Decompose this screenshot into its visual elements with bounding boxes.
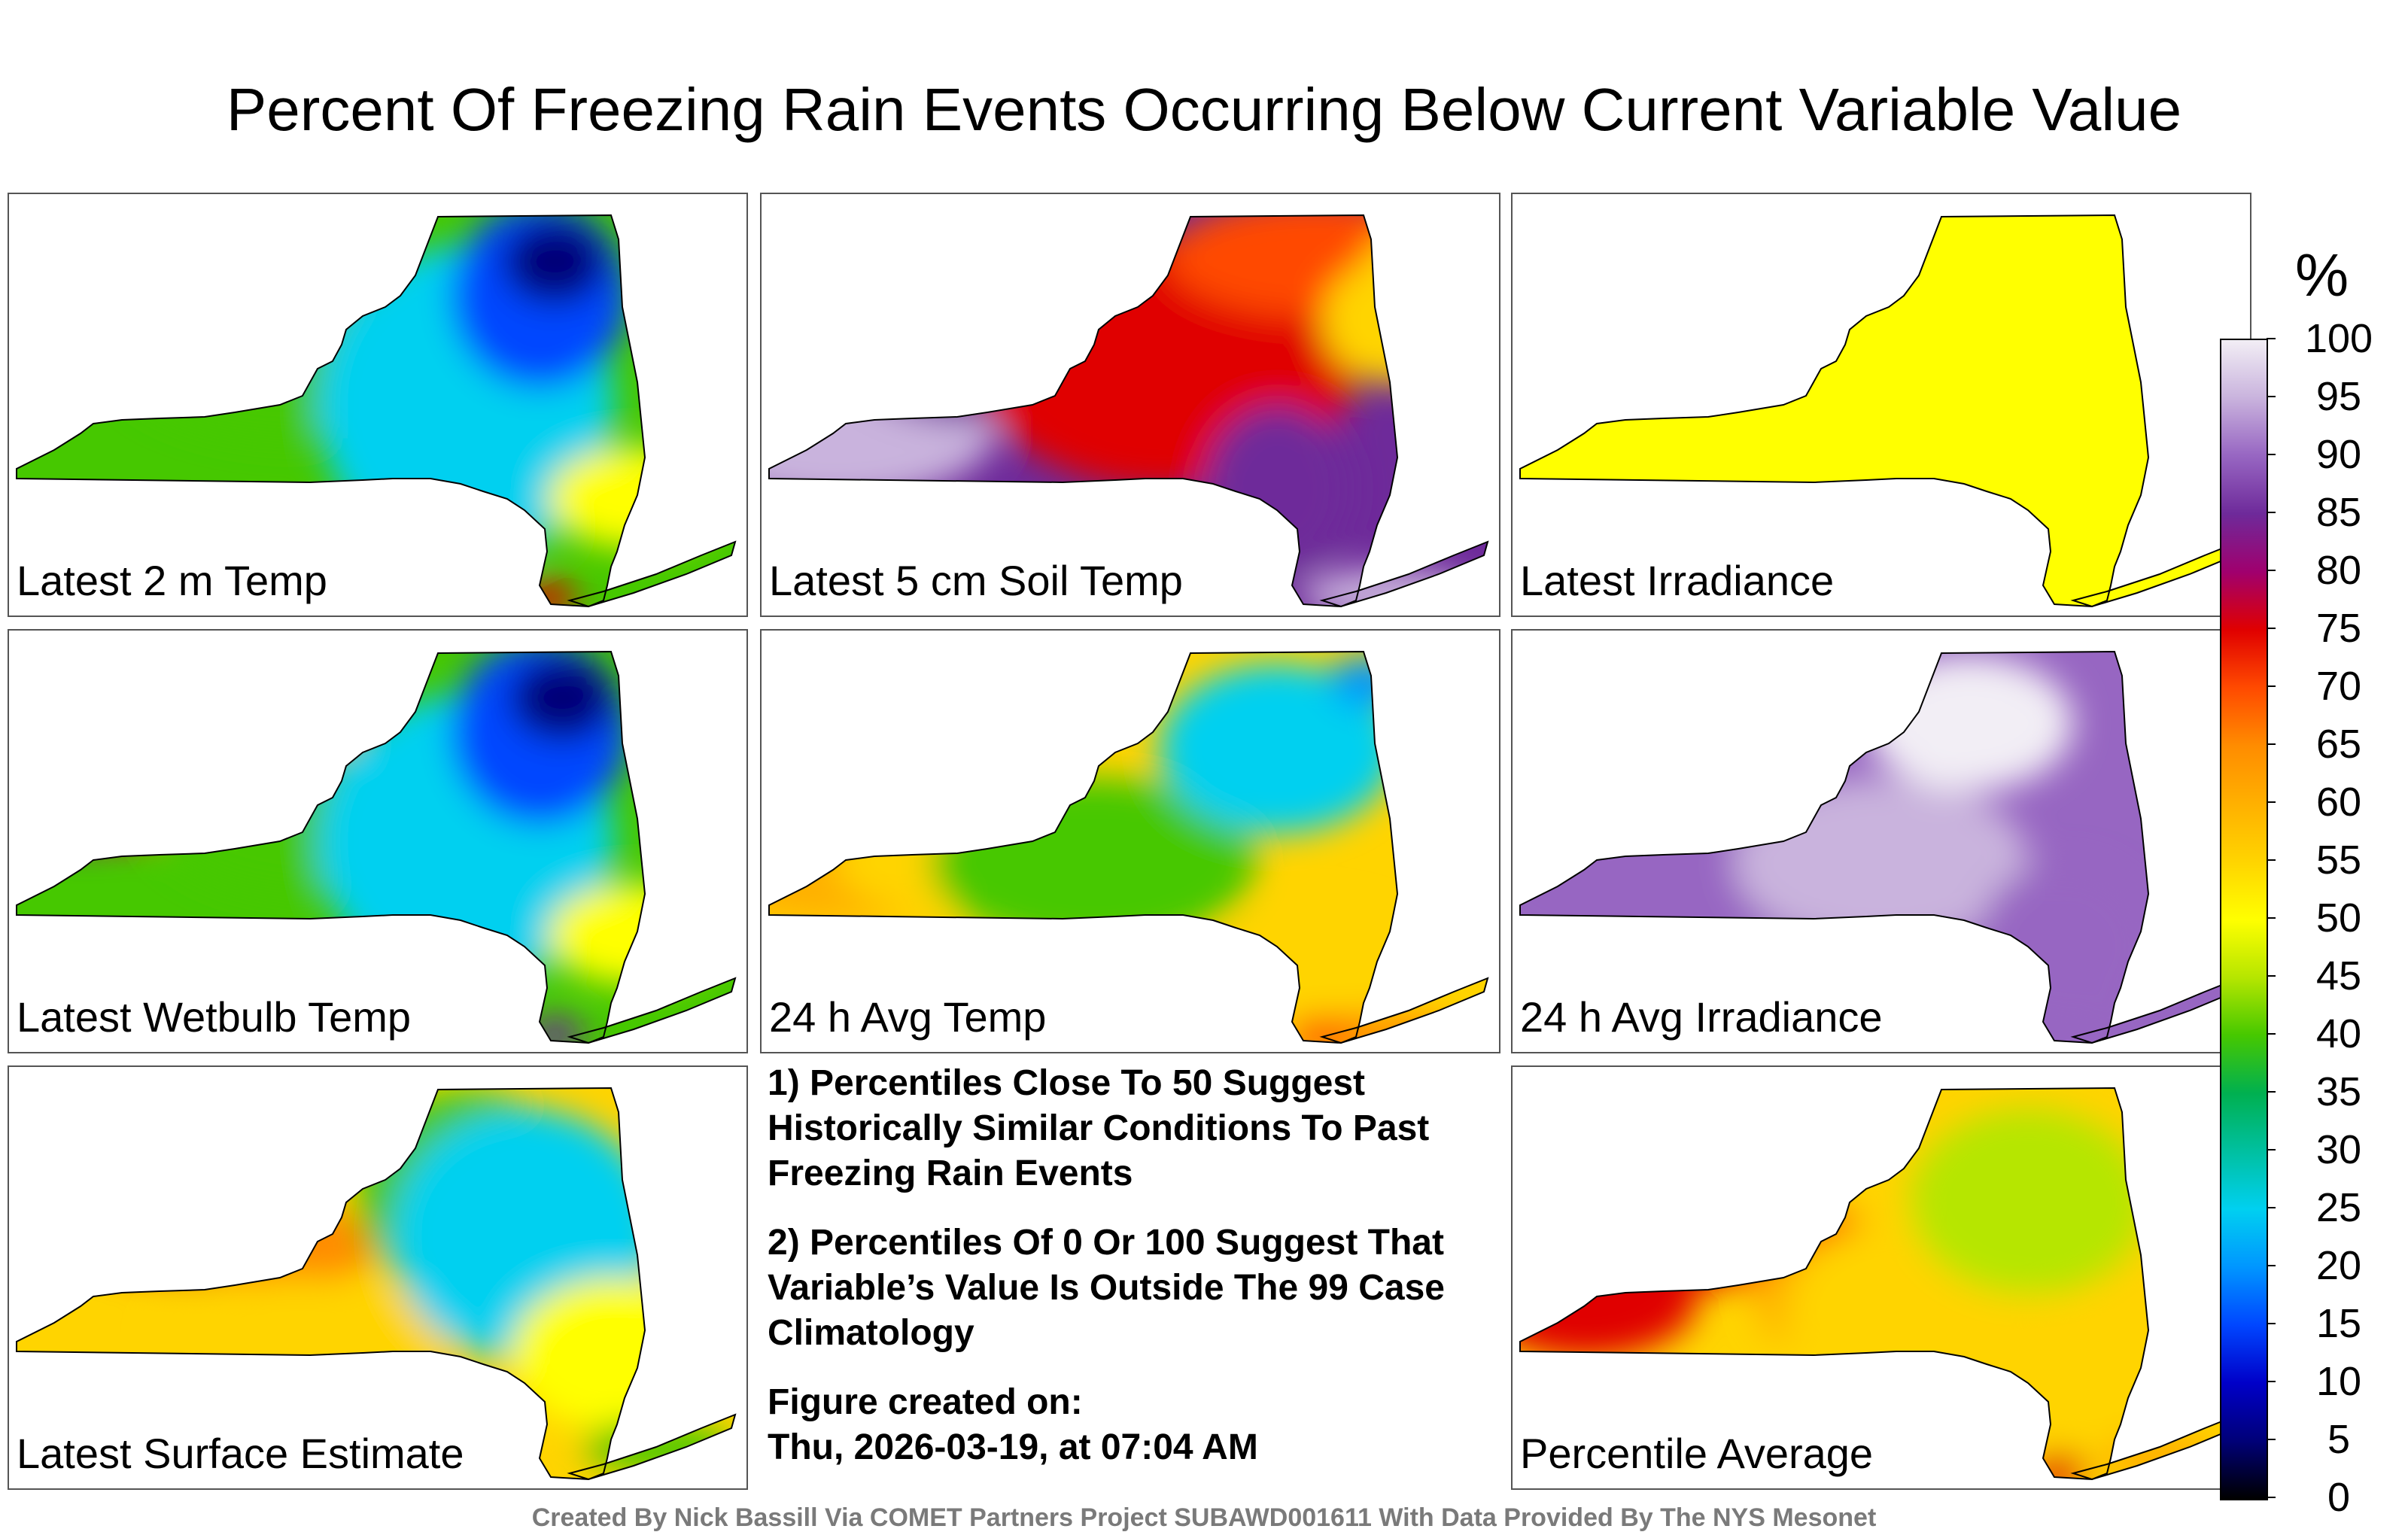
map-shading — [769, 652, 1488, 1043]
panel-label: Latest Surface Estimate — [17, 1430, 464, 1477]
panel-label: Percentile Average — [1520, 1430, 1874, 1477]
map-shading — [1520, 652, 2239, 1043]
state-outline — [1519, 214, 2150, 608]
map-percentile-average — [1519, 1087, 2240, 1481]
state-outline — [16, 650, 646, 1044]
colorbar-tick-label: 10 — [2316, 1359, 2361, 1404]
colorbar-tick-label: 30 — [2316, 1127, 2361, 1172]
colorbar-tick-label: 40 — [2316, 1011, 2361, 1056]
state-outline — [1519, 1087, 2150, 1481]
colorbar-tick-label: 60 — [2316, 780, 2361, 825]
colorbar-tick-label: 95 — [2316, 374, 2361, 419]
panel-label: Latest Wetbulb Temp — [17, 993, 412, 1041]
state-outline — [16, 214, 646, 608]
state-outline — [1319, 540, 1489, 608]
panel-latest-soil-temp: Latest 5 cm Soil Temp — [760, 193, 1500, 617]
note-2: 2) Percentiles Of 0 Or 100 Suggest That … — [768, 1223, 1445, 1353]
map-24h-avg-irradiance — [1519, 650, 2240, 1044]
colorbar-tick-label: 75 — [2316, 606, 2361, 651]
created-label: Figure created on: — [768, 1382, 1083, 1422]
state-outline — [1519, 650, 2150, 1044]
colorbar-tick-label: 0 — [2327, 1475, 2350, 1512]
panel-label: Latest 2 m Temp — [17, 557, 327, 604]
footer-credit: Created By Nick Bassill Via COMET Partne… — [531, 1503, 1877, 1532]
panel-label: Latest 5 cm Soil Temp — [769, 557, 1183, 604]
map-shading — [769, 215, 1488, 606]
panel-latest-wetbulb-temp: Latest Wetbulb Temp — [8, 629, 748, 1053]
panel-percentile-average: Percentile Average — [1511, 1065, 2251, 1490]
colorbar-tick-label: 70 — [2316, 664, 2361, 709]
state-outline — [567, 540, 737, 608]
panel-label: 24 h Avg Temp — [769, 993, 1047, 1041]
map-latest-surface-estimate — [16, 1087, 737, 1481]
state-outline — [768, 214, 1399, 608]
note-1: 1) Percentiles Close To 50 Suggest Histo… — [768, 1063, 1430, 1193]
panel-24h-avg-temp: 24 h Avg Temp — [760, 629, 1500, 1053]
colorbar-tick-label: 85 — [2316, 490, 2361, 535]
colorbar-tick-label: 5 — [2327, 1417, 2350, 1462]
panel-latest-irradiance: Latest Irradiance — [1511, 193, 2251, 617]
map-shading — [1520, 215, 2239, 606]
colorbar-tick-label: 80 — [2316, 548, 2361, 593]
map-shading — [17, 1088, 735, 1479]
notes-block: 1) Percentiles Close To 50 Suggest Histo… — [768, 1061, 1475, 1470]
colorbar — [2220, 339, 2268, 1500]
map-shading — [17, 652, 735, 1043]
map-shading — [1520, 1088, 2239, 1479]
colorbar-tick-label: 100 — [2305, 324, 2373, 361]
panel-24h-avg-irradiance: 24 h Avg Irradiance — [1511, 629, 2251, 1053]
figure-title: Percent Of Freezing Rain Events Occurrin… — [226, 76, 2182, 143]
colorbar-tick-label: 15 — [2316, 1301, 2361, 1346]
state-outline — [16, 1087, 646, 1481]
colorbar-tick-label: 20 — [2316, 1243, 2361, 1288]
state-outline — [567, 1413, 737, 1481]
colorbar-tick-label: 90 — [2316, 432, 2361, 477]
colorbar-tick-label: 35 — [2316, 1069, 2361, 1114]
colorbar-tick-label: 65 — [2316, 722, 2361, 767]
state-outline — [1319, 977, 1489, 1044]
created-date: Thu, 2026-03-19, at 07:04 AM — [768, 1427, 1258, 1467]
colorbar-tick-label: 25 — [2316, 1185, 2361, 1230]
panel-label: 24 h Avg Irradiance — [1520, 993, 1883, 1041]
panel-latest-surface-estimate: Latest Surface Estimate — [8, 1065, 748, 1490]
map-24h-avg-temp — [768, 650, 1489, 1044]
map-shading — [17, 215, 735, 606]
state-outline — [567, 977, 737, 1044]
state-outline — [768, 650, 1399, 1044]
map-latest-soil-temp — [768, 214, 1489, 608]
colorbar-tick-label: 50 — [2316, 895, 2361, 941]
map-latest-irradiance — [1519, 214, 2240, 608]
panel-label: Latest Irradiance — [1520, 557, 1835, 604]
map-latest-wetbulb-temp — [16, 650, 737, 1044]
panel-latest-2m-temp: Latest 2 m Temp — [8, 193, 748, 617]
colorbar-ticks: 1009590858075706560555045403530252015105… — [2267, 324, 2373, 1512]
colorbar-tick-label: 45 — [2316, 953, 2361, 999]
colorbar-unit: % — [2295, 242, 2349, 309]
map-latest-2m-temp — [16, 214, 737, 608]
colorbar-tick-label: 55 — [2316, 837, 2361, 883]
